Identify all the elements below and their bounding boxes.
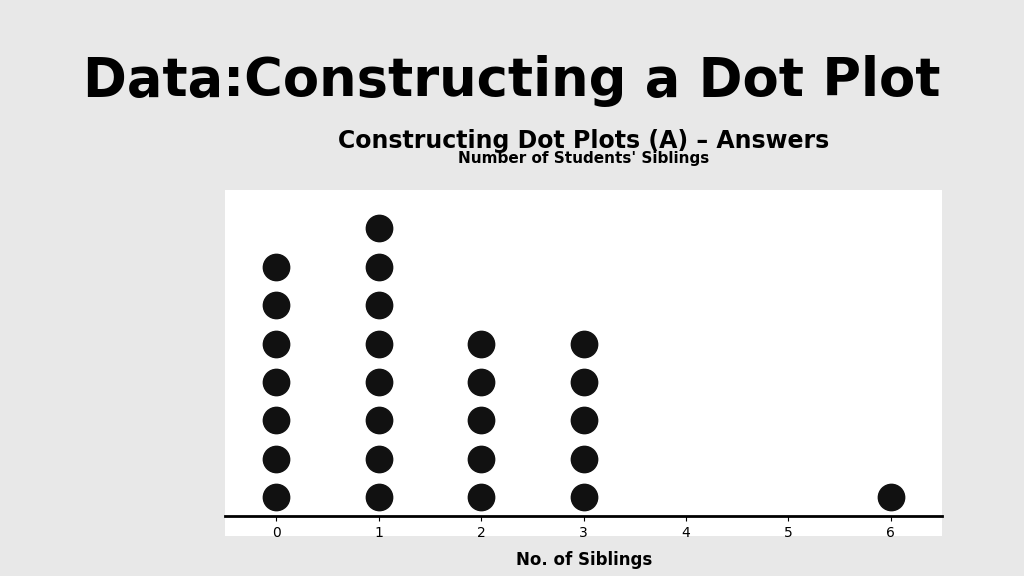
Point bbox=[575, 492, 592, 502]
X-axis label: No. of Siblings: No. of Siblings bbox=[515, 551, 652, 569]
Title: Constructing Dot Plots (A) – Answers: Constructing Dot Plots (A) – Answers bbox=[338, 130, 829, 153]
Point bbox=[268, 339, 285, 348]
Point bbox=[268, 301, 285, 310]
Point bbox=[371, 301, 387, 310]
Point bbox=[371, 339, 387, 348]
Text: Data:Constructing a Dot Plot: Data:Constructing a Dot Plot bbox=[83, 55, 941, 107]
Point bbox=[473, 416, 489, 425]
Point bbox=[371, 224, 387, 233]
Point bbox=[883, 492, 899, 502]
Point bbox=[268, 377, 285, 386]
Point bbox=[371, 492, 387, 502]
Point bbox=[371, 416, 387, 425]
Point bbox=[473, 454, 489, 464]
Point bbox=[575, 339, 592, 348]
Point bbox=[575, 454, 592, 464]
Point bbox=[473, 492, 489, 502]
Point bbox=[371, 377, 387, 386]
Point bbox=[268, 416, 285, 425]
Point bbox=[473, 377, 489, 386]
Point bbox=[371, 454, 387, 464]
Point bbox=[268, 262, 285, 271]
Point bbox=[268, 492, 285, 502]
Point bbox=[473, 339, 489, 348]
Point bbox=[575, 377, 592, 386]
Point bbox=[371, 262, 387, 271]
Text: Number of Students' Siblings: Number of Students' Siblings bbox=[458, 151, 710, 166]
Point bbox=[575, 416, 592, 425]
Point bbox=[268, 454, 285, 464]
